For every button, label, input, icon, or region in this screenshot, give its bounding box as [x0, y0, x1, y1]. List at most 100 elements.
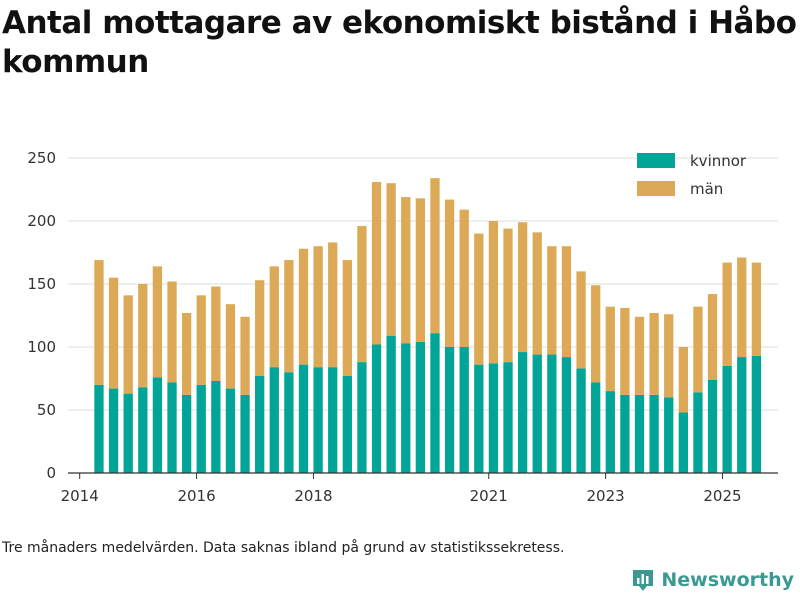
bar-kvinnor — [108, 388, 119, 473]
bar-kvinnor — [138, 387, 148, 473]
bar-man — [401, 197, 411, 344]
bar-kvinnor — [342, 375, 352, 473]
bar-man — [532, 232, 542, 355]
bar-kvinnor — [517, 352, 528, 473]
bar-kvinnor — [328, 367, 338, 473]
y-tick-label: 250 — [27, 149, 56, 167]
chart-title: Antal mottagare av ekonomiskt bistånd i … — [2, 5, 797, 80]
bar-kvinnor — [284, 372, 294, 473]
bar-man — [678, 347, 688, 413]
series-man — [94, 178, 762, 413]
bar-man — [576, 271, 586, 369]
y-axis: 0 50 100 150 200 250 — [27, 149, 56, 482]
bar-kvinnor — [737, 357, 747, 473]
bar-kvinnor — [211, 381, 221, 473]
bar-man — [342, 260, 352, 376]
x-tick-label: 2016 — [177, 487, 215, 505]
bar-kvinnor — [707, 379, 718, 473]
y-tick-label: 50 — [37, 401, 56, 419]
bar-man — [255, 280, 265, 376]
bar-man — [298, 248, 309, 365]
footnote: Tre månaders medelvärden. Data saknas ib… — [2, 540, 565, 556]
bar-man — [415, 198, 426, 342]
bar-man — [328, 242, 338, 368]
bar-man — [620, 307, 630, 395]
x-tick-label: 2023 — [587, 487, 625, 505]
bar-kvinnor — [722, 365, 732, 473]
bar-man — [196, 295, 206, 385]
bar-kvinnor — [94, 384, 104, 473]
bar-man — [167, 281, 177, 383]
bar-man — [152, 266, 163, 378]
bar-kvinnor — [488, 363, 499, 473]
bar-kvinnor — [225, 388, 236, 473]
bar-man — [561, 246, 572, 358]
bar-kvinnor — [605, 391, 615, 473]
y-tick-label: 150 — [27, 275, 56, 293]
x-tick-label: 2025 — [703, 487, 741, 505]
legend-swatch-man — [637, 181, 675, 196]
bar-man — [94, 260, 104, 385]
bar-kvinnor — [313, 367, 323, 473]
series-kvinnor — [94, 333, 762, 473]
bar-man — [211, 286, 221, 382]
bar-man — [459, 209, 469, 347]
bar-kvinnor — [415, 341, 426, 473]
bar-kvinnor — [371, 344, 382, 473]
bar-man — [488, 221, 499, 364]
bar-kvinnor — [196, 384, 206, 473]
bar-kvinnor — [620, 394, 630, 473]
bar-kvinnor — [547, 354, 557, 473]
bar-man — [269, 266, 279, 368]
bar-kvinnor — [357, 362, 367, 473]
brand-logo[interactable]: Newsworthy — [631, 568, 794, 592]
legend-label-man: män — [690, 180, 723, 198]
bar-man — [444, 199, 455, 347]
bar-man — [605, 306, 615, 392]
x-tick-label: 2014 — [61, 487, 99, 505]
bar-man — [664, 314, 674, 398]
bar-man — [649, 312, 659, 395]
bar-man — [737, 257, 747, 358]
bar-kvinnor — [167, 382, 177, 473]
y-tick-label: 200 — [27, 212, 56, 230]
bar-kvinnor — [181, 394, 192, 473]
bar-kvinnor — [401, 343, 411, 473]
brand-name: Newsworthy — [661, 569, 794, 591]
bar-kvinnor — [532, 354, 542, 473]
bar-man — [386, 183, 396, 336]
bar-kvinnor — [751, 355, 762, 473]
legend-swatch-kvinnor — [637, 153, 675, 168]
bar-man — [123, 295, 133, 394]
bar-man — [722, 262, 732, 366]
bar-kvinnor — [255, 375, 265, 473]
bar-man — [751, 262, 762, 356]
bar-kvinnor — [444, 347, 455, 473]
bar-kvinnor — [693, 392, 703, 473]
bar-man — [547, 246, 557, 355]
bar-man — [181, 312, 192, 395]
bar-kvinnor — [386, 335, 396, 473]
x-tick-label: 2018 — [294, 487, 332, 505]
bar-man — [108, 277, 119, 389]
bar-kvinnor — [298, 364, 309, 473]
bar-man — [357, 226, 367, 363]
bar-man — [138, 284, 148, 388]
bar-kvinnor — [430, 333, 440, 473]
bar-kvinnor — [240, 394, 250, 473]
bar-man — [517, 222, 528, 353]
y-tick-label: 0 — [46, 464, 56, 482]
bar-kvinnor — [561, 357, 572, 473]
bar-man — [240, 316, 250, 395]
bar-man — [313, 246, 323, 368]
bar-man — [284, 260, 294, 373]
bar-kvinnor — [649, 394, 659, 473]
bar-kvinnor — [459, 347, 469, 473]
bar-kvinnor — [123, 393, 133, 473]
bar-kvinnor — [664, 397, 674, 473]
bar-man — [707, 294, 718, 380]
legend[interactable]: kvinnor män — [637, 152, 747, 198]
bar-man — [591, 285, 601, 383]
bar-man — [371, 181, 382, 345]
